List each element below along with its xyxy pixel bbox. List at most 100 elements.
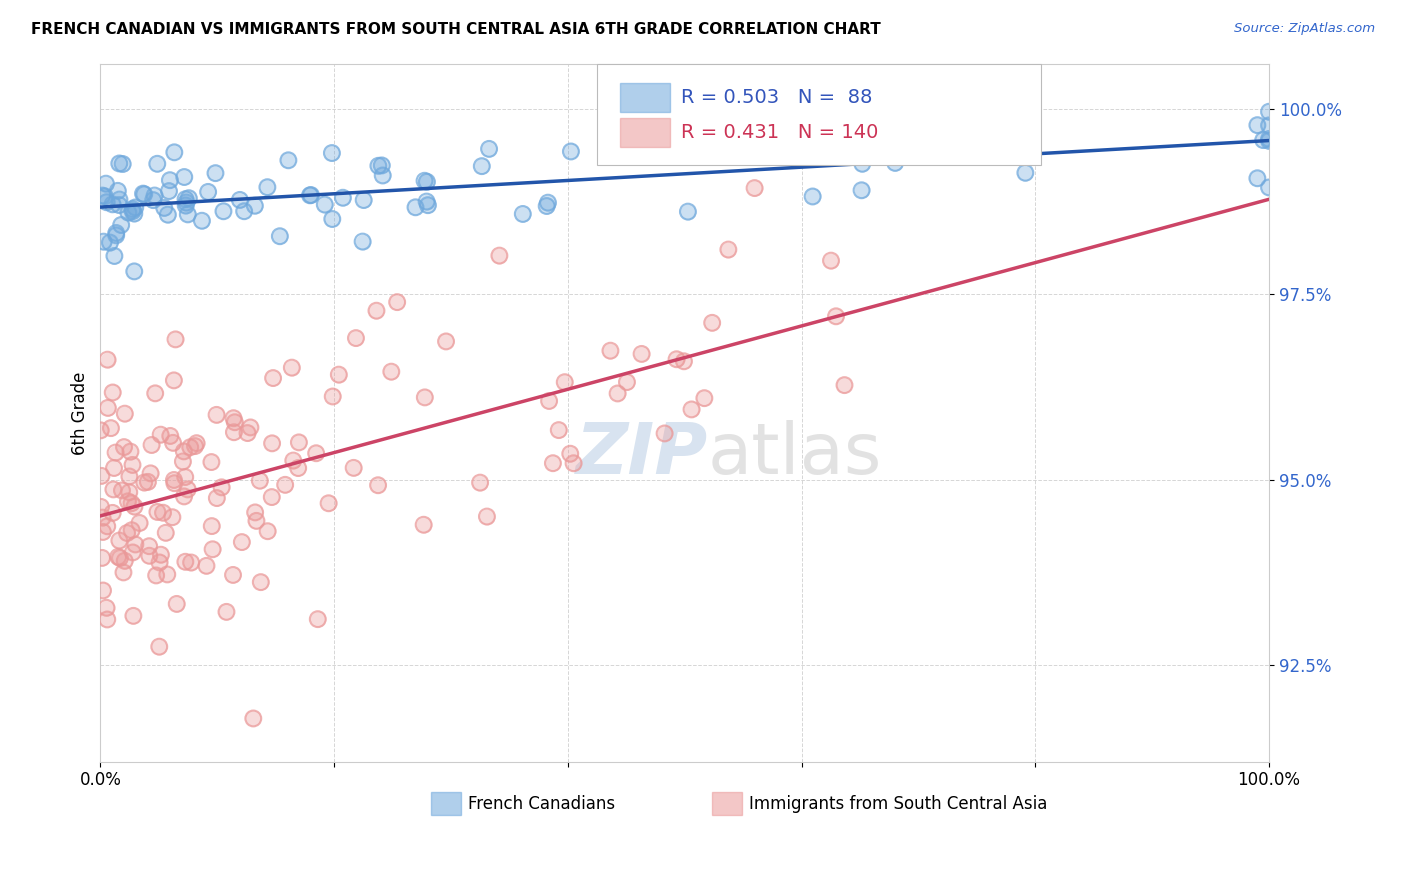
Point [118,485,141,500]
Point [468,475,491,490]
Point [322,389,344,403]
Point [321,212,343,227]
Point [138,539,160,553]
Point [108,193,131,207]
Point [416,175,439,189]
Point [121,204,143,219]
Point [177,191,200,205]
Point [174,555,197,569]
Point [884,156,907,170]
Point [215,605,238,619]
Point [108,198,131,212]
Point [117,494,139,508]
Point [245,514,267,528]
Point [820,253,842,268]
Point [121,545,143,559]
Point [471,159,494,173]
Point [222,411,245,425]
Point [148,556,170,570]
Point [299,188,322,202]
Point [98,235,121,250]
Point [162,510,184,524]
Point [132,186,155,201]
Point [352,235,374,249]
Point [242,711,264,725]
Point [94,177,117,191]
Point [136,475,159,489]
Point [112,566,135,580]
Point [416,198,439,212]
Point [599,343,621,358]
Point [205,408,228,422]
Point [184,439,207,453]
Point [120,444,142,458]
Point [1251,133,1274,147]
Point [205,491,228,505]
Point [174,192,197,206]
Point [143,386,166,401]
Point [554,375,576,389]
Point [1258,104,1281,119]
Point [103,249,125,263]
Point [101,385,124,400]
Point [305,446,328,460]
Point [468,475,491,490]
Point [242,711,264,725]
Point [606,386,628,401]
Point [256,524,278,539]
Point [1246,118,1268,132]
Point [145,568,167,582]
Point [105,228,128,243]
Point [195,558,218,573]
Point [305,446,328,460]
Point [332,191,354,205]
Point [90,469,112,483]
Point [478,142,501,156]
Point [834,378,856,392]
Point [124,537,146,551]
Point [176,483,198,497]
Point [318,496,340,510]
Text: R = 0.503   N =  88: R = 0.503 N = 88 [681,88,873,107]
Point [91,510,114,524]
Point [91,550,114,565]
Point [262,371,284,385]
Point [141,438,163,452]
Point [91,583,114,598]
Point [96,612,118,626]
Point [149,427,172,442]
Point [166,597,188,611]
Point [103,461,125,475]
Point [159,173,181,187]
Point [233,204,256,219]
Point [174,555,197,569]
Point [367,159,389,173]
Point [114,554,136,568]
Point [630,347,652,361]
Point [103,461,125,475]
Point [122,264,145,278]
Point [538,394,561,409]
Point [672,354,695,368]
Point [693,391,716,405]
Point [243,505,266,519]
Point [307,612,329,626]
Point [142,193,165,207]
Point [249,575,271,590]
Point [91,550,114,565]
Point [177,207,200,221]
Point [562,456,585,470]
Point [93,235,115,249]
Point [965,102,987,116]
Point [121,202,143,216]
Point [163,476,186,491]
Point [328,368,350,382]
Point [118,485,141,500]
Point [115,526,138,541]
Point [105,226,128,240]
Point [236,426,259,441]
Point [229,193,252,207]
Point [318,496,340,510]
Point [90,500,112,514]
Point [149,548,172,562]
